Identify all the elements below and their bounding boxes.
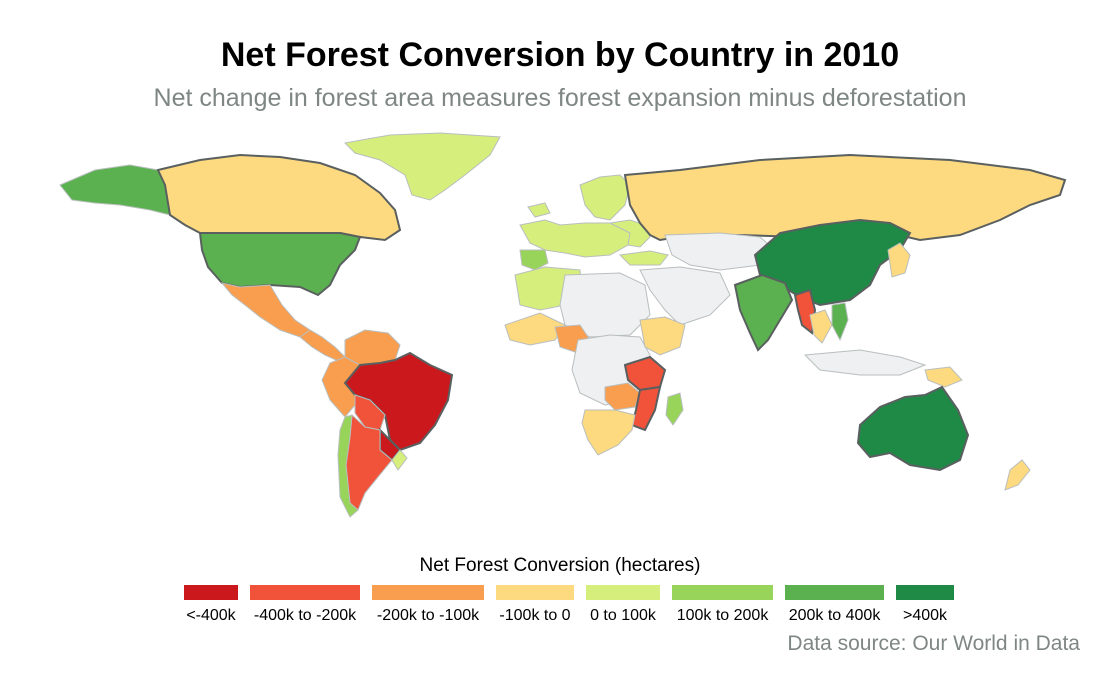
country-central-america — [299, 329, 346, 362]
chart-subtitle: Net change in forest area measures fores… — [153, 84, 967, 112]
legend-item: -100k to 0 — [496, 585, 574, 625]
country-west-africa-coast — [504, 312, 566, 346]
legend-label: 200k to 400k — [788, 607, 881, 624]
country-turkey — [618, 250, 669, 266]
legend: <-400k -400k to -200k -200k to -100k -100k … — [184, 585, 954, 625]
legend-swatch — [896, 585, 954, 600]
country-chile — [337, 414, 359, 518]
legend-label: 100k to 200k — [676, 607, 769, 624]
legend-label: 0 to 100k — [590, 607, 656, 624]
legend-label: -400k to -200k — [253, 607, 357, 624]
legend-label: <-400k — [186, 607, 236, 624]
legend-swatch — [785, 585, 884, 600]
legend-item: <-400k — [184, 585, 238, 625]
legend-title: Net Forest Conversion (hectares) — [419, 555, 701, 576]
legend-item: 100k to 200k — [672, 585, 773, 625]
legend-swatch — [184, 585, 238, 600]
country-eastern-europe — [608, 219, 651, 248]
country-united-states — [198, 232, 362, 297]
legend-swatch — [496, 585, 574, 600]
legend-swatch — [586, 585, 660, 600]
data-source: Data source: Our World in Data — [787, 632, 1080, 655]
country-vietnam — [831, 302, 849, 342]
legend-item: 0 to 100k — [586, 585, 660, 625]
country-iceland — [527, 202, 551, 218]
country-ethiopia — [639, 316, 686, 356]
legend-item: -200k to -100k — [372, 585, 484, 625]
legend-item: 200k to 400k — [785, 585, 884, 625]
country-sahara — [559, 272, 651, 338]
chart-title: Net Forest Conversion by Country in 2010 — [220, 36, 900, 74]
legend-label: >400k — [902, 607, 948, 624]
world-map — [59, 132, 1067, 518]
map-regions — [59, 132, 1067, 518]
country-madagascar — [665, 392, 684, 426]
country-uruguay — [391, 449, 408, 471]
country-argentina — [345, 413, 393, 511]
country-korea-and-japan — [887, 242, 911, 278]
country-canada — [156, 153, 402, 242]
legend-swatch — [672, 585, 773, 600]
country-india — [733, 273, 794, 352]
country-papua-new-guinea — [924, 366, 963, 388]
country-zambia — [604, 382, 641, 411]
country-southern-africa — [581, 409, 636, 456]
country-indonesia — [803, 349, 927, 376]
country-spain — [519, 249, 549, 271]
country-scandinavia — [579, 174, 631, 221]
country-russia — [623, 153, 1067, 242]
country-mozambique — [630, 385, 662, 432]
legend-label: -100k to 0 — [499, 607, 571, 624]
legend-label: -200k to -100k — [376, 607, 480, 624]
legend-swatch — [250, 585, 360, 600]
country-mexico — [220, 282, 311, 338]
country-alaska — [59, 164, 171, 216]
country-myanmar — [793, 288, 817, 335]
legend-item: -400k to -200k — [250, 585, 360, 625]
legend-item: >400k — [896, 585, 954, 625]
legend-swatch — [372, 585, 484, 600]
country-australia — [856, 385, 970, 472]
country-middle-east — [639, 266, 731, 326]
country-new-zealand — [1004, 459, 1031, 491]
country-greenland — [343, 132, 501, 201]
country-thailand — [809, 309, 833, 344]
